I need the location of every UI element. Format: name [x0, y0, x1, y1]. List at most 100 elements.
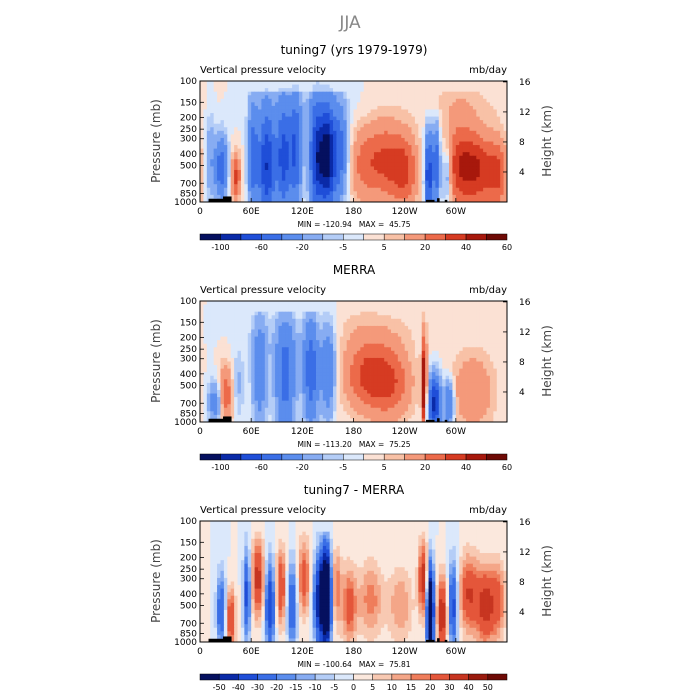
heat-cell — [476, 322, 481, 327]
heat-cell — [213, 109, 218, 114]
heat-cell — [251, 152, 255, 157]
heat-cell — [384, 343, 389, 348]
heat-cell — [394, 155, 399, 160]
heat-cell — [346, 91, 351, 96]
heat-cell — [449, 113, 453, 117]
heat-cell — [292, 301, 296, 305]
heat-cell — [309, 134, 313, 139]
heat-cell — [213, 95, 218, 100]
heat-cell — [418, 173, 423, 178]
heat-cell — [384, 127, 389, 132]
heat-cell — [469, 145, 474, 150]
heat-cell — [223, 325, 228, 330]
heat-cell — [309, 81, 313, 85]
heat-cell — [247, 343, 252, 348]
heat-cell — [493, 162, 498, 167]
heat-cell — [356, 123, 361, 128]
heat-cell — [435, 177, 440, 182]
heat-cell — [483, 120, 487, 125]
topography-block — [223, 196, 232, 202]
heat-cell — [428, 148, 433, 153]
heat-cell — [360, 159, 365, 164]
heat-cell — [489, 368, 494, 373]
heat-cell — [387, 198, 392, 203]
heat-cell — [288, 102, 293, 107]
heat-cell — [227, 113, 232, 117]
heat-cell — [247, 127, 252, 132]
heat-cell — [466, 134, 470, 139]
heat-cell — [459, 155, 464, 160]
heat-cell — [281, 123, 286, 128]
heat-cell — [452, 113, 457, 117]
heat-cell — [329, 120, 334, 125]
heat-cell — [227, 180, 232, 185]
heat-cell — [271, 109, 276, 114]
heat-cell — [445, 333, 450, 337]
heat-cell — [500, 169, 504, 174]
heat-cell — [336, 113, 341, 117]
heat-cell — [237, 166, 242, 171]
heat-cell — [391, 116, 395, 121]
heat-cell — [285, 152, 290, 157]
heat-cell — [217, 159, 221, 164]
heat-cell — [230, 173, 235, 178]
heat-cell — [305, 166, 310, 171]
heat-cell — [200, 120, 204, 125]
heat-cell — [333, 173, 337, 178]
heat-cell — [271, 365, 276, 370]
heat-cell — [377, 308, 382, 313]
heat-cell — [234, 162, 238, 167]
heat-cell — [462, 173, 467, 178]
heat-cell — [408, 91, 412, 96]
heat-cell — [244, 368, 249, 373]
heat-cell — [401, 350, 406, 355]
heat-cell — [285, 130, 290, 135]
heat-cell — [339, 361, 344, 366]
heat-cell — [428, 329, 433, 334]
heat-cell — [251, 130, 255, 135]
heat-cell — [476, 152, 481, 157]
heat-cell — [257, 180, 262, 185]
heat-cell — [496, 169, 501, 174]
panel-2-plot — [200, 301, 508, 423]
colorbar-label: -60 — [255, 243, 268, 252]
heat-cell — [367, 141, 371, 146]
heat-cell — [462, 120, 467, 125]
heat-cell — [295, 315, 300, 320]
heat-cell — [384, 84, 389, 89]
heat-cell — [425, 365, 429, 370]
heat-cell — [309, 120, 313, 125]
heat-cell — [227, 123, 232, 128]
heat-cell — [353, 315, 358, 320]
heat-cell — [455, 350, 460, 355]
heat-cell — [462, 180, 467, 185]
heat-cell — [435, 350, 440, 355]
heat-cell — [254, 340, 259, 345]
heat-cell — [333, 361, 337, 366]
heat-cell — [391, 198, 395, 203]
heat-cell — [302, 88, 307, 93]
heat-cell — [244, 134, 249, 139]
heat-cell — [438, 315, 443, 320]
heat-cell — [264, 98, 269, 103]
heat-cell — [295, 98, 300, 103]
heat-cell — [329, 81, 334, 85]
heat-cell — [411, 318, 416, 323]
heat-cell — [394, 368, 399, 373]
heat-cell — [326, 152, 331, 157]
heat-cell — [223, 368, 228, 373]
heat-cell — [384, 329, 389, 334]
heat-cell — [445, 325, 450, 330]
heat-cell — [452, 354, 457, 359]
heat-cell — [503, 155, 508, 160]
heat-cell — [493, 354, 498, 359]
heat-cell — [336, 354, 341, 359]
heat-cell — [353, 127, 358, 132]
heat-cell — [271, 184, 276, 189]
heat-cell — [237, 155, 242, 160]
heat-cell — [305, 365, 310, 370]
heat-cell — [367, 308, 371, 313]
heat-cell — [496, 137, 501, 142]
heat-cell — [315, 155, 320, 160]
heat-cell — [350, 173, 354, 178]
